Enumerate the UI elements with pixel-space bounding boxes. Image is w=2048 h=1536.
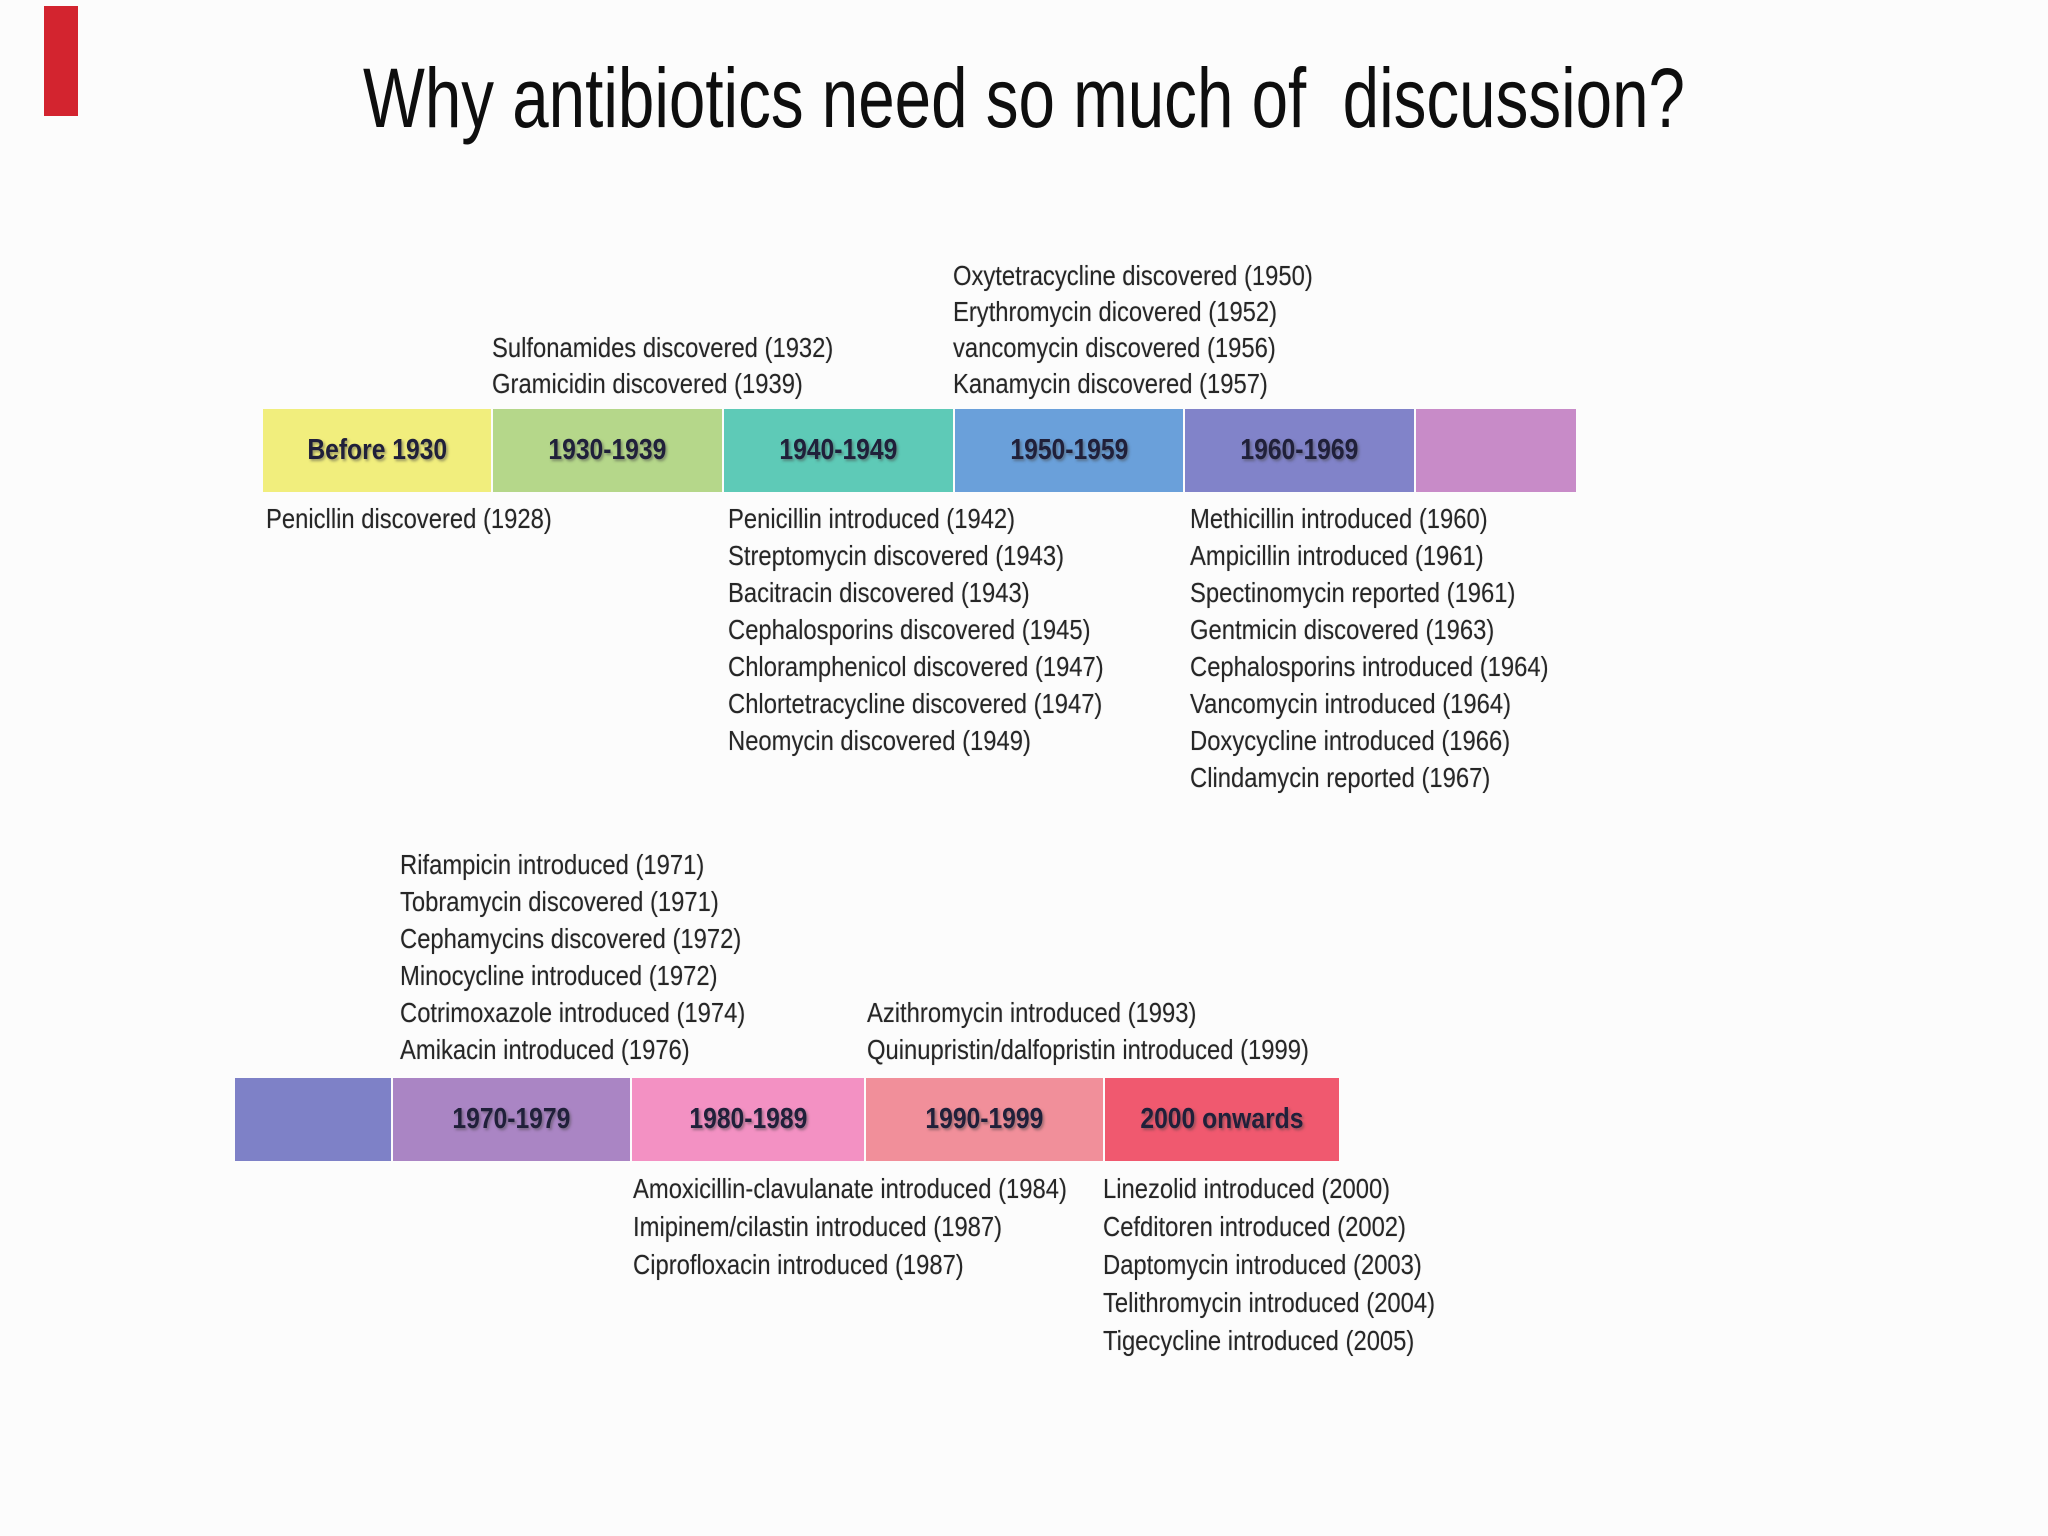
event-line: Amikacin introduced (1976) [400, 1034, 690, 1065]
event-line: Amoxicillin-clavulanate introduced (1984… [633, 1173, 1067, 1204]
event-line: Chlortetracycline discovered (1947) [728, 688, 1103, 719]
event-line: Sulfonamides discovered (1932) [492, 332, 834, 363]
event-line: Imipinem/cilastin introduced (1987) [633, 1211, 1003, 1242]
decade-box-label: 1970-1979 [452, 1103, 571, 1135]
event-line: Rifampicin introduced (1971) [400, 849, 705, 880]
events-below-2000s: Linezolid introduced (2000) Cefditoren i… [1103, 1170, 1435, 1360]
event-line: Spectinomycin reported (1961) [1190, 577, 1516, 608]
event-line: Neomycin discovered (1949) [728, 725, 1031, 756]
event-line: Azithromycin introduced (1993) [867, 997, 1197, 1028]
event-line: Ampicillin introduced (1961) [1190, 540, 1484, 571]
decade-box-empty-left [235, 1078, 391, 1161]
event-line: Gramicidin discovered (1939) [492, 368, 803, 399]
decade-box-1960-1969: 1960-1969 [1185, 409, 1414, 492]
event-line: Tigecycline introduced (2005) [1103, 1325, 1415, 1356]
decade-box-label: 1950-1959 [1010, 434, 1128, 466]
event-line: Telithromycin introduced (2004) [1103, 1287, 1436, 1318]
event-line: Bacitracin discovered (1943) [728, 577, 1030, 608]
decade-box-label: 1930-1939 [548, 434, 667, 466]
events-above-1930s: Sulfonamides discovered (1932) Gramicidi… [492, 330, 833, 402]
event-line: Tobramycin discovered (1971) [400, 886, 719, 917]
event-line: Penicllin discovered (1928) [266, 503, 552, 534]
events-below-1960s: Methicillin introduced (1960) Ampicillin… [1190, 500, 1549, 796]
events-above-1990s: Azithromycin introduced (1993) Quinupris… [867, 994, 1309, 1068]
event-line: vancomycin discovered (1956) [953, 332, 1276, 363]
event-line: Cephamycins discovered (1972) [400, 923, 742, 954]
event-line: Quinupristin/dalfopristin introduced (19… [867, 1034, 1309, 1065]
decade-box-1990-1999: 1990-1999 [866, 1078, 1103, 1161]
decade-box-label: 1940-1949 [779, 434, 898, 466]
events-above-1950s: Oxytetracycline discovered (1950) Erythr… [953, 258, 1313, 402]
event-line: Cefditoren introduced (2002) [1103, 1211, 1406, 1242]
decade-box-before-1930: Before 1930 [263, 409, 491, 492]
event-line: Minocycline introduced (1972) [400, 960, 718, 991]
decade-box-2000-onwards: 2000 onwards [1105, 1078, 1339, 1161]
event-line: Clindamycin reported (1967) [1190, 762, 1491, 793]
event-line: Cotrimoxazole introduced (1974) [400, 997, 746, 1028]
decade-box-label: Before 1930 [307, 434, 447, 466]
event-line: Cephalosporins discovered (1945) [728, 614, 1091, 645]
events-below-1980s: Amoxicillin-clavulanate introduced (1984… [633, 1170, 1067, 1284]
event-line: Chloramphenicol discovered (1947) [728, 651, 1104, 682]
event-line: Linezolid introduced (2000) [1103, 1173, 1391, 1204]
event-line: Methicillin introduced (1960) [1190, 503, 1488, 534]
event-line: Erythromycin dicovered (1952) [953, 296, 1278, 327]
events-below-1920s: Penicllin discovered (1928) [266, 500, 552, 537]
decade-box-1940-1949: 1940-1949 [724, 409, 953, 492]
event-line: Streptomycin discovered (1943) [728, 540, 1065, 571]
slide-title: Why antibiotics need so much of discussi… [362, 51, 1685, 145]
event-line: Oxytetracycline discovered (1950) [953, 260, 1313, 291]
event-line: Daptomycin introduced (2003) [1103, 1249, 1422, 1280]
decade-box-label: 1960-1969 [1240, 434, 1359, 466]
event-line: Kanamycin discovered (1957) [953, 368, 1268, 399]
event-line: Cephalosporins introduced (1964) [1190, 651, 1549, 682]
events-above-1970s: Rifampicin introduced (1971) Tobramycin … [400, 846, 745, 1068]
decade-box-empty-right [1416, 409, 1576, 492]
red-accent-bar [44, 6, 78, 116]
event-line: Vancomycin introduced (1964) [1190, 688, 1512, 719]
decade-box-1970-1979: 1970-1979 [393, 1078, 630, 1161]
decade-box-1980-1989: 1980-1989 [632, 1078, 864, 1161]
decade-box-label: 1980-1989 [689, 1103, 807, 1135]
decade-box-1930-1939: 1930-1939 [493, 409, 722, 492]
event-line: Doxycycline introduced (1966) [1190, 725, 1511, 756]
event-line: Gentmicin discovered (1963) [1190, 614, 1495, 645]
decade-box-label: 2000 onwards [1140, 1103, 1304, 1135]
events-below-1940s: Penicillin introduced (1942) Streptomyci… [728, 500, 1104, 759]
event-line: Penicillin introduced (1942) [728, 503, 1016, 534]
decade-box-label: 1990-1999 [925, 1103, 1044, 1135]
event-line: Ciprofloxacin introduced (1987) [633, 1249, 964, 1280]
decade-box-1950-1959: 1950-1959 [955, 409, 1183, 492]
